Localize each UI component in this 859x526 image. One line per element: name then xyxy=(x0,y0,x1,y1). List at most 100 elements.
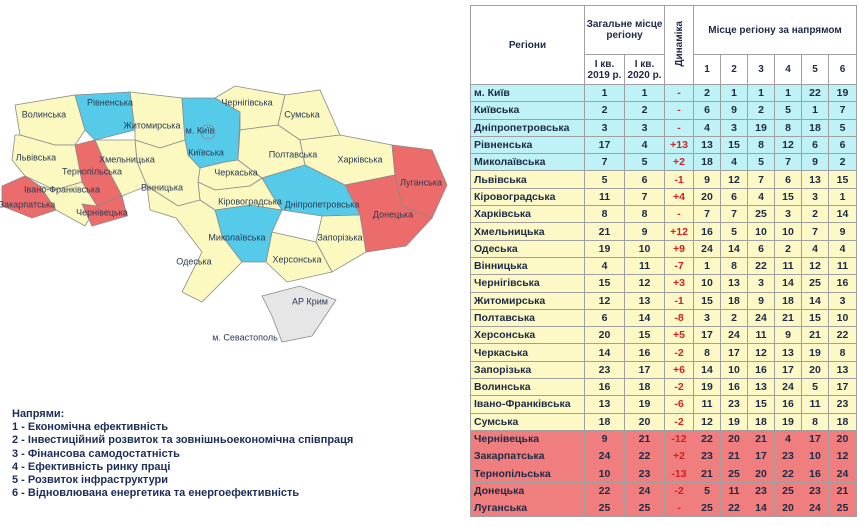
map-label: м. Севастополь xyxy=(212,332,278,342)
direction-rank: 3 xyxy=(747,274,776,293)
direction-rank: 24 xyxy=(720,326,749,345)
table-row: Чернівецька 9 21 -12 22 20 21 4 17 20 xyxy=(470,429,858,449)
direction-rank: 12 xyxy=(801,256,830,276)
rank-2019: 24 xyxy=(584,447,625,466)
region-shape xyxy=(81,195,128,227)
direction-rank: 5 xyxy=(747,153,776,172)
map-label: Львівська xyxy=(16,152,56,162)
direction-rank: 19 xyxy=(720,412,749,431)
direction-rank: 18 xyxy=(747,412,776,431)
rank-2020: 11 xyxy=(623,256,666,276)
direction-rank: 24 xyxy=(693,239,722,258)
region-name: Львівська xyxy=(470,170,585,189)
region-name: Кіровоградська xyxy=(470,187,585,207)
map-label: Харківська xyxy=(338,154,383,164)
header-q2020: І кв. 2020 р. xyxy=(623,54,666,85)
table-row: м. Київ 1 1-2 1 1 1 22 19 xyxy=(470,83,858,103)
table-row: Запорізька 23 17 +6 14 10 16 17 20 13 xyxy=(470,360,858,380)
direction-rank: 10 xyxy=(747,222,776,241)
direction-rank: 12 xyxy=(774,135,803,155)
rank-2020: 23 xyxy=(623,464,666,483)
table-row: Черкаська 14 16 -2 8 17 12 13 19 8 xyxy=(470,343,858,362)
regions xyxy=(1,85,448,343)
direction-rank: 17 xyxy=(720,343,749,362)
direction-rank: 25 xyxy=(774,481,803,501)
rank-2019: 5 xyxy=(584,170,625,189)
rank-2020: 21 xyxy=(623,429,666,449)
direction-rank: 23 xyxy=(720,395,749,414)
direction-rank: 15 xyxy=(747,395,776,414)
direction-rank: 10 xyxy=(774,222,803,241)
direction-rank: 14 xyxy=(720,239,749,258)
table-row: Івано-Франківська 13 19 -6 11 23 15 16 11 23 xyxy=(470,395,858,414)
rank-2020: 8 xyxy=(623,205,666,224)
rank-2019: 11 xyxy=(584,187,625,207)
direction-rank: 4 xyxy=(801,239,830,258)
rank-2019: 3 xyxy=(584,118,625,137)
region-name: Вінницька xyxy=(470,256,585,276)
direction-rank: 6 xyxy=(801,135,830,155)
table-row: Волинська 16 18 -2 19 16 13 24 5 17 xyxy=(470,378,858,397)
dynamics: -7 xyxy=(664,256,695,276)
rank-2020: 10 xyxy=(623,239,666,258)
region-name: Одеська xyxy=(470,239,585,258)
region-shape xyxy=(146,185,243,303)
direction-rank: 11 xyxy=(747,326,776,345)
rank-2019: 1 xyxy=(584,83,625,103)
table-row: Кіровоградська 11 7 +4 20 6 4 15 3 1 xyxy=(470,187,858,207)
legend-item: 2 - Інвестиційний розвиток та зовнішньое… xyxy=(12,434,354,447)
rank-2019: 2 xyxy=(584,101,625,120)
table-row: Одеська 19 10 +9 24 14 6 2 4 4 xyxy=(470,239,858,258)
direction-rank: 17 xyxy=(774,360,803,380)
direction-rank: 3 xyxy=(828,291,858,310)
region-name: Полтавська xyxy=(470,308,585,328)
direction-rank: 23 xyxy=(828,395,858,414)
region-shape xyxy=(261,285,337,343)
direction-rank: 14 xyxy=(747,499,776,518)
rank-2020: 2 xyxy=(623,101,666,120)
legend-item: 3 - Фінансова самодостатність xyxy=(12,447,180,460)
direction-rank: 7 xyxy=(774,153,803,172)
direction-rank: 16 xyxy=(720,378,749,397)
direction-rank: 25 xyxy=(801,274,830,293)
region-name: Миколаївська xyxy=(470,153,585,172)
region-name: м. Київ xyxy=(470,83,585,103)
rank-2020: 13 xyxy=(623,291,666,310)
rank-2020: 19 xyxy=(623,395,666,414)
rank-2020: 3 xyxy=(623,118,666,137)
rank-2020: 25 xyxy=(623,499,666,518)
rank-2019: 21 xyxy=(584,222,625,241)
direction-rank: 25 xyxy=(693,499,722,518)
dynamics: -1 xyxy=(664,291,695,310)
table-row: Харківська 8 8-7 7 25 3 2 14 xyxy=(470,205,858,224)
rank-2020: 16 xyxy=(623,343,666,362)
direction-rank: 8 xyxy=(747,135,776,155)
region-name: Запорізька xyxy=(470,360,585,380)
map-label: Київська xyxy=(188,147,224,157)
direction-rank: 25 xyxy=(720,464,749,483)
direction-rank: 11 xyxy=(720,481,749,501)
direction-rank: 13 xyxy=(801,170,830,189)
direction-rank: 2 xyxy=(747,101,776,120)
direction-rank: 12 xyxy=(747,343,776,362)
rank-2019: 19 xyxy=(584,239,625,258)
direction-rank: 21 xyxy=(747,429,776,449)
rank-2019: 17 xyxy=(584,135,625,155)
direction-rank: 8 xyxy=(828,343,858,362)
region-name: Черкаська xyxy=(470,343,585,362)
table-row: Рівненська 17 4 +13 13 15 8 12 6 6 xyxy=(470,135,858,155)
direction-rank: 23 xyxy=(774,447,803,466)
rank-2020: 18 xyxy=(623,378,666,397)
direction-rank: 9 xyxy=(720,101,749,120)
direction-rank: 9 xyxy=(747,291,776,310)
table-row: Миколаївська 7 5 +2 18 4 5 7 9 2 xyxy=(470,153,858,172)
direction-rank: 17 xyxy=(801,429,830,449)
dynamics: -2 xyxy=(664,378,695,397)
direction-rank: 13 xyxy=(693,135,722,155)
rank-2020: 15 xyxy=(623,326,666,345)
header-region: Регіони xyxy=(470,5,585,85)
header-direction-number: 4 xyxy=(774,54,803,85)
table-row: Сумська 18 20 -2 12 19 18 19 8 18 xyxy=(470,412,858,431)
direction-rank: 1 xyxy=(747,83,776,103)
direction-rank: 12 xyxy=(693,412,722,431)
